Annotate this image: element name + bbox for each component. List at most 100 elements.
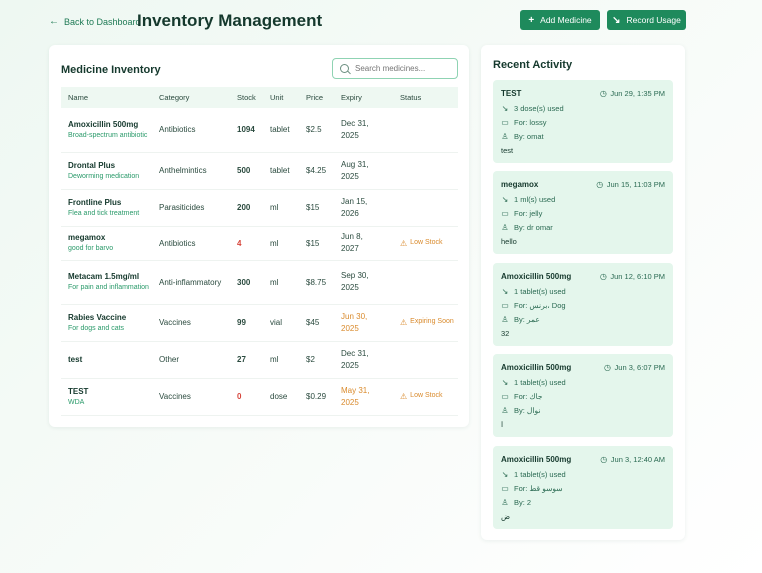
arrow-down-right-icon: ↘ (501, 287, 509, 296)
cell-expiry: Dec 31, 2025 (334, 341, 393, 379)
activity-for: For: جاك (514, 392, 543, 401)
table-row[interactable]: megamox good for barvo Antibiotics 4 ml $15 Ju… (61, 226, 458, 261)
cell-unit: dose (263, 378, 299, 416)
medicine-description: good for barvo (68, 245, 114, 252)
table-row[interactable]: Rabies Vaccine For dogs and cats Vaccines 9… (61, 304, 458, 342)
table-row[interactable]: test Other 27 ml $2 Dec 31, 2025 (61, 341, 458, 379)
cell-unit: ml (263, 226, 299, 261)
activity-item[interactable]: Amoxicillin 500mg ◷ Jun 3, 12:40 AM ↘ 1 tabl… (493, 446, 673, 529)
activity-title: Recent Activity (493, 59, 573, 71)
activity-note: ا (501, 420, 504, 429)
status-badge: ⚠ Low Stock (400, 239, 458, 248)
activity-for-row: ▭ For: برنس، Dog (501, 301, 565, 310)
activity-medicine-name: Amoxicillin 500mg (501, 363, 572, 372)
cell-expiry: Dec 31, 2025 (334, 108, 393, 153)
activity-by: By: dr omar (514, 223, 553, 232)
cell-price: $8.75 (299, 260, 334, 305)
cell-unit: tablet (263, 108, 299, 153)
cell-stock: 300 (230, 260, 263, 305)
activity-item[interactable]: TEST ◷ Jun 29, 1:35 PM ↘ 3 dose(s) used ▭ For:… (493, 80, 673, 163)
cell-name: Drontal Plus Deworming medication (61, 152, 152, 190)
user-icon: ♙ (501, 223, 509, 232)
activity-used-row: ↘ 3 dose(s) used (501, 104, 564, 113)
cell-unit: ml (263, 189, 299, 227)
page-title: Inventory Management (137, 11, 323, 30)
back-to-dashboard-link[interactable]: ← Back to Dashboard (49, 16, 141, 27)
add-medicine-button[interactable]: + Add Medicine (520, 10, 600, 30)
column-header-status[interactable]: Status (400, 93, 422, 102)
cell-expiry: May 31, 2025 (334, 378, 393, 416)
search-box[interactable] (332, 58, 458, 79)
activity-used: 1 tablet(s) used (514, 287, 566, 296)
column-header-stock[interactable]: Stock (237, 93, 256, 102)
record-usage-button[interactable]: ↘ Record Usage (607, 10, 686, 30)
column-header-price[interactable]: Price (306, 93, 324, 102)
activity-note: 32 (501, 329, 510, 338)
activity-item[interactable]: Amoxicillin 500mg ◷ Jun 12, 6:10 PM ↘ 1 tabl… (493, 263, 673, 346)
activity-time-label: Jun 12, 6:10 PM (610, 272, 665, 281)
calendar-icon: ▭ (501, 484, 509, 493)
inventory-title: Medicine Inventory (61, 64, 161, 76)
cell-expiry: Aug 31, 2025 (334, 152, 393, 190)
medicine-description: WDA (68, 398, 85, 406)
user-icon: ♙ (501, 406, 509, 415)
table-row[interactable]: Drontal Plus Deworming medication Anthelmi… (61, 152, 458, 190)
activity-used-row: ↘ 1 ml(s) used (501, 195, 556, 204)
activity-note: hello (501, 237, 517, 246)
activity-item[interactable]: Amoxicillin 500mg ◷ Jun 3, 6:07 PM ↘ 1 table… (493, 354, 673, 437)
cell-name: TEST WDA (61, 378, 152, 416)
medicine-name: test (68, 355, 83, 364)
activity-for-row: ▭ For: سوسو قط (501, 484, 563, 493)
table-header-row: Name Category Stock Unit Price Expiry St… (61, 87, 458, 108)
status-label: Low Stock (410, 392, 443, 399)
search-input[interactable] (355, 64, 455, 73)
medicine-name: Rabies Vaccine (68, 312, 127, 322)
activity-time: ◷ Jun 15, 11:03 PM (596, 180, 665, 189)
activity-by: By: 2 (514, 498, 532, 507)
medicine-inventory-card: Medicine Inventory Name Category Stock U… (49, 45, 469, 427)
medicine-description: For dogs and cats (68, 324, 125, 332)
activity-item[interactable]: megamox ◷ Jun 15, 11:03 PM ↘ 1 ml(s) used ▭ Fo… (493, 171, 673, 254)
medicine-name: Amoxicillin 500mg (68, 119, 139, 129)
table-row[interactable]: Amoxicillin 500mg Broad-spectrum antibiot… (61, 108, 458, 153)
search-icon (340, 64, 349, 73)
clock-icon: ◷ (604, 363, 612, 372)
warning-icon: ⚠ (400, 318, 408, 327)
clock-icon: ◷ (600, 455, 608, 464)
table-row[interactable]: Metacam 1.5mg/ml For pain and inflammatio… (61, 260, 458, 305)
activity-for-row: ▭ For: جاك (501, 392, 543, 401)
calendar-icon: ▭ (501, 301, 509, 310)
user-icon: ♙ (501, 132, 509, 141)
activity-by-row: ♙ By: 2 (501, 498, 531, 507)
activity-time-label: Jun 29, 1:35 PM (610, 89, 665, 98)
activity-medicine-name: TEST (501, 89, 522, 98)
activity-medicine-name: megamox (501, 180, 539, 189)
activity-by: By: نوال (514, 406, 541, 415)
calendar-icon: ▭ (501, 209, 509, 218)
clock-icon: ◷ (599, 272, 607, 281)
column-header-unit[interactable]: Unit (270, 93, 284, 102)
clock-icon: ◷ (596, 180, 604, 189)
warning-icon: ⚠ (400, 238, 408, 248)
cell-category: Antibiotics (152, 226, 230, 261)
table-row[interactable]: TEST WDA Vaccines 0 dose $0.29 May 31, 2025 ⚠ Lo… (61, 378, 458, 416)
column-header-expiry[interactable]: Expiry (341, 93, 362, 102)
cell-status (393, 260, 458, 305)
cell-price: $15 (299, 189, 334, 227)
column-header-name[interactable]: Name (68, 93, 89, 102)
activity-time: ◷ Jun 3, 6:07 PM (604, 363, 665, 372)
activity-for: For: سوسو قط (514, 484, 563, 493)
status-label: Low Stock (410, 238, 443, 246)
record-usage-label: Record Usage (626, 15, 681, 25)
cell-category: Anthelmintics (152, 152, 230, 190)
table-row[interactable]: Frontline Plus Flea and tick treatment Par… (61, 189, 458, 227)
cell-status: ⚠ Low Stock (393, 378, 458, 416)
column-header-category[interactable]: Category (159, 93, 190, 102)
activity-for-row: ▭ For: lossy (501, 118, 546, 127)
warning-icon: ⚠ (400, 392, 408, 401)
cell-name: megamox good for barvo (61, 226, 152, 261)
cell-price: $0.29 (299, 378, 334, 416)
cell-name: test (61, 341, 152, 379)
medicine-description: Deworming medication (68, 172, 140, 180)
activity-time: ◷ Jun 29, 1:35 PM (599, 89, 665, 98)
